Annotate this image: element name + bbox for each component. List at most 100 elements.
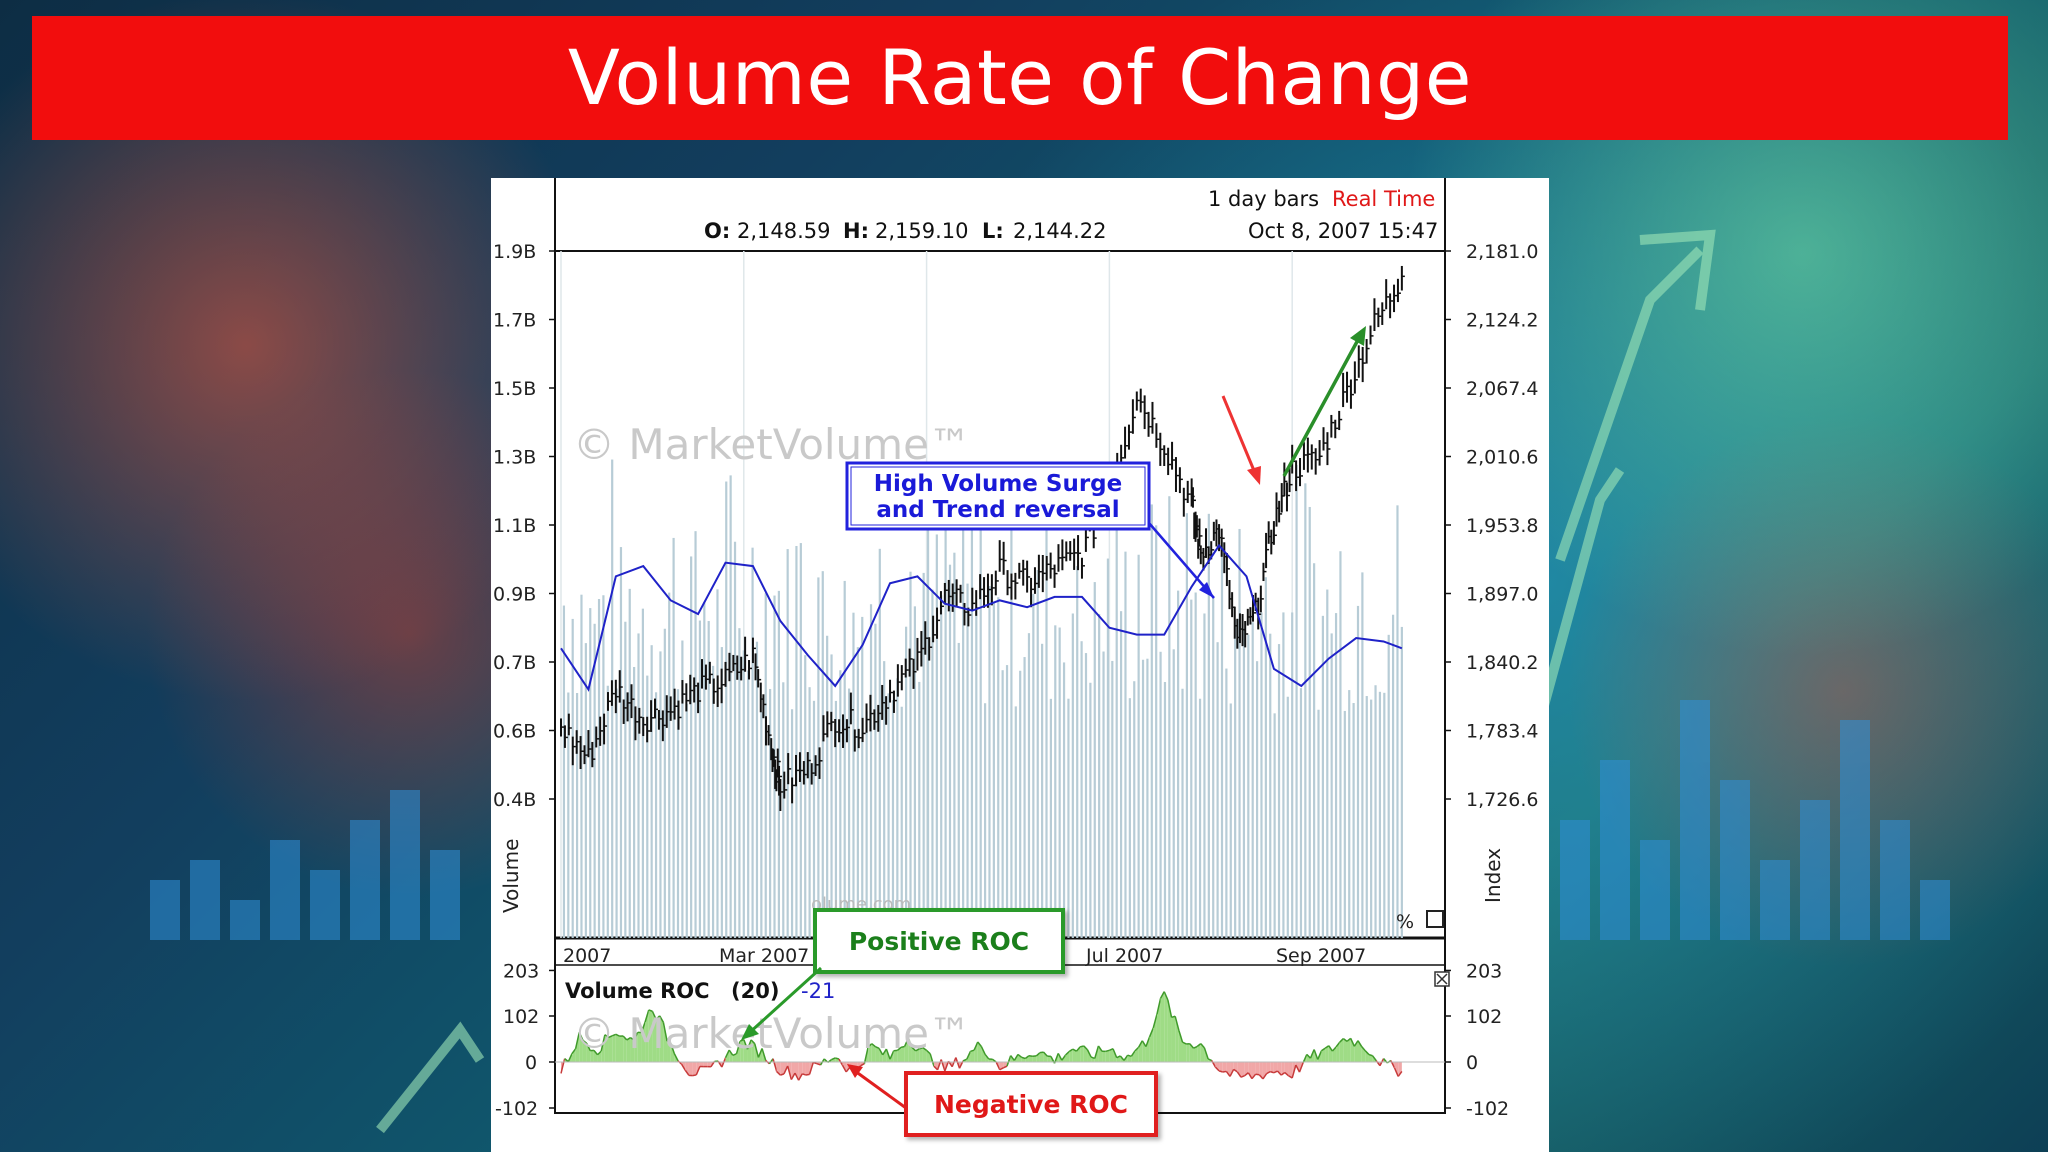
volume-bar (1255, 661, 1259, 938)
volume-bar (760, 712, 763, 938)
roc-line-segment (1236, 1071, 1242, 1078)
roc-line-segment (1127, 1054, 1132, 1058)
timestamp: Oct 8, 2007 15:47 (1248, 219, 1438, 243)
roc-line-segment (1189, 1043, 1195, 1049)
roc-positive-area (981, 1046, 986, 1062)
roc-line-segment (1196, 1043, 1202, 1048)
roc-negative-area (1241, 1062, 1245, 1078)
roc-positive-area (586, 1043, 591, 1062)
roc-positive-area (1160, 991, 1165, 1062)
roc-line-segment (768, 1058, 774, 1065)
roc-line-segment (1328, 1045, 1334, 1052)
volume-bar (628, 588, 631, 938)
roc-line-segment (732, 1053, 737, 1057)
roc-line-segment (622, 1035, 628, 1041)
roc-line-segment (984, 1053, 990, 1060)
roc-positive-area (751, 1039, 755, 1062)
roc-line-segment (1043, 1051, 1048, 1057)
roc-line-segment (1222, 1070, 1227, 1073)
roc-positive-area (970, 1050, 975, 1062)
roc-line-segment (673, 1053, 679, 1062)
callout-line-2: and Trend reversal (876, 497, 1119, 523)
volume-bar (957, 642, 960, 938)
roc-line-segment (567, 1053, 573, 1062)
percent-checkbox[interactable] (1426, 910, 1444, 928)
volume-bar (703, 601, 706, 938)
roc-line-segment (780, 1073, 785, 1076)
roc-line-segment (1145, 1036, 1151, 1047)
volume-bar (812, 700, 816, 938)
volume-bar (1400, 626, 1403, 938)
volume-bar (646, 675, 649, 938)
roc-line-segment (871, 1043, 876, 1048)
roc-line-segment (585, 1042, 591, 1051)
roc-line-segment (1141, 1040, 1147, 1047)
roc-positive-area (1200, 1043, 1205, 1062)
roc-positive-area (871, 1043, 876, 1062)
volume-bar (589, 608, 592, 938)
volume-bar (1326, 589, 1329, 938)
volume-bar (905, 626, 908, 938)
left-tick-label: 0.7B (493, 652, 536, 674)
roc-line-segment (955, 1057, 961, 1069)
volume-bar (1295, 464, 1298, 938)
volume-bar (786, 549, 789, 938)
volume-bar (979, 501, 982, 938)
roc-line-segment (640, 1021, 646, 1033)
roc-negative-area (1226, 1062, 1231, 1077)
roc-line-segment (962, 1058, 968, 1062)
roc-line-segment (600, 1034, 606, 1052)
volume-bar (1032, 593, 1035, 938)
roc-right-tick-label: 203 (1466, 960, 1502, 982)
roc-line-segment (1361, 1046, 1366, 1052)
volume-bar (1220, 541, 1224, 938)
roc-line-segment (1284, 1071, 1290, 1077)
volume-bar (1378, 691, 1382, 938)
roc-close-icon[interactable] (1434, 971, 1450, 987)
low-label: L: (982, 219, 1004, 243)
roc-line-segment (1057, 1053, 1063, 1061)
roc-line-segment (735, 1041, 741, 1054)
roc-negative-area (707, 1062, 711, 1067)
volume-bar (1049, 698, 1052, 938)
volume-bar (804, 655, 807, 938)
roc-line-segment (783, 1065, 789, 1075)
roc-right-tick-label: 0 (1466, 1052, 1478, 1074)
roc-line-segment (1123, 1054, 1129, 1061)
volume-bar (1277, 644, 1281, 938)
roc-line-segment (1061, 1054, 1067, 1061)
volume-bar (1062, 662, 1066, 938)
roc-negative-area (1215, 1062, 1220, 1071)
volume-bar (698, 620, 702, 938)
roc-positive-area (1186, 1043, 1190, 1062)
roc-line-segment (841, 1064, 847, 1073)
roc-right-tick-label: -102 (1466, 1098, 1509, 1120)
roc-right-tick-label: 102 (1466, 1006, 1502, 1028)
volume-bar (1321, 615, 1324, 938)
roc-positive-area (619, 1036, 624, 1062)
left-tick-label: 1.3B (493, 447, 536, 469)
volume-bar (1260, 612, 1263, 938)
roc-positive-area (1080, 1045, 1084, 1062)
volume-bar (681, 640, 684, 938)
roc-line-segment (813, 1061, 818, 1065)
roc-line-segment (648, 1009, 653, 1012)
roc-positive-area (1336, 1042, 1340, 1062)
watermark-roc: © MarketVolume™ (573, 1009, 971, 1058)
roc-positive-area (868, 1043, 872, 1062)
roc-negative-area (1219, 1062, 1223, 1073)
roc-period: (20) (731, 979, 779, 1003)
roc-line-segment (1163, 991, 1169, 1001)
roc-line-segment (1335, 1041, 1341, 1048)
roc-line-segment (582, 1039, 588, 1044)
roc-line-segment (1021, 1056, 1026, 1060)
roc-line-segment (1028, 1054, 1033, 1057)
roc-line-segment (1313, 1049, 1319, 1060)
roc-positive-area (652, 1011, 657, 1062)
realtime-label: Real Time (1332, 187, 1435, 211)
roc-positive-area (915, 1048, 920, 1062)
volume-bar (1124, 551, 1127, 938)
roc-line-segment (794, 1072, 800, 1081)
roc-line-segment (797, 1073, 803, 1081)
roc-line-segment (1291, 1064, 1297, 1079)
